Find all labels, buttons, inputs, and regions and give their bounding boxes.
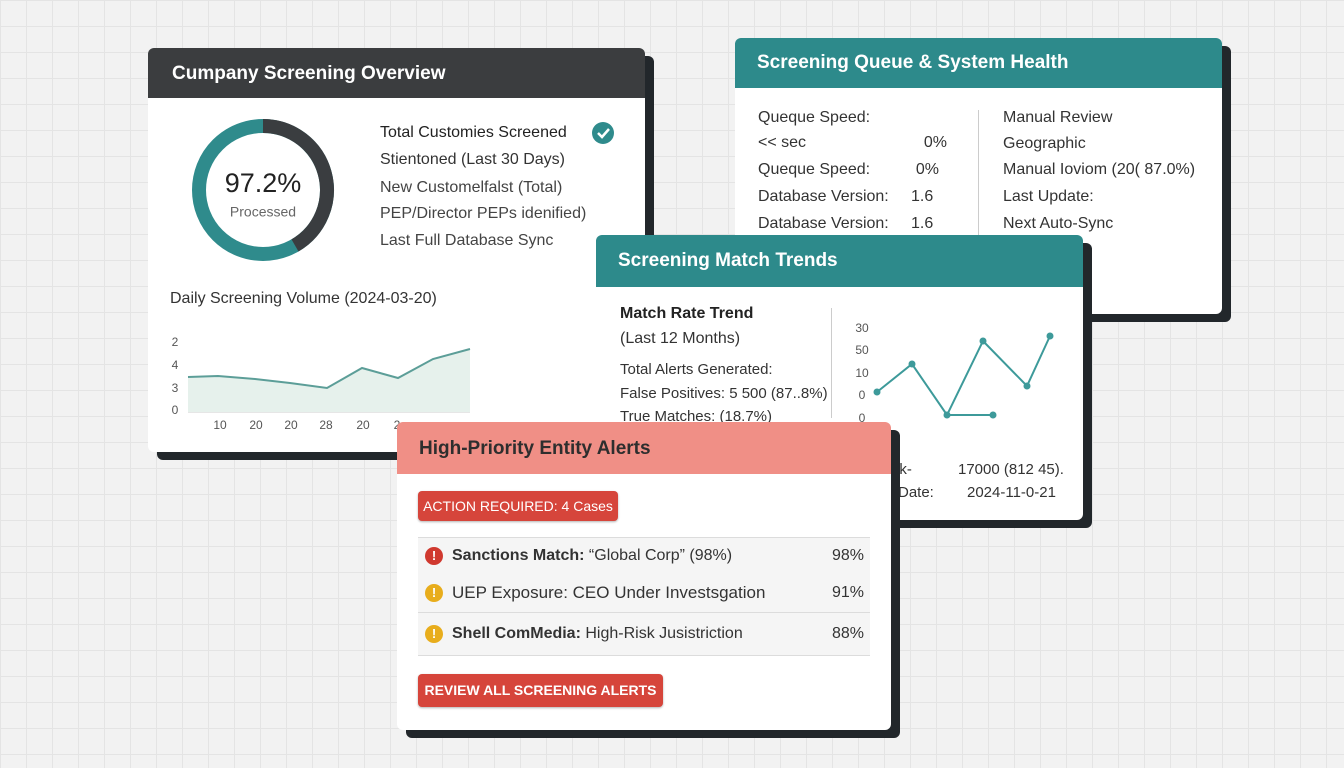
row-value: 17000 (812 45).	[958, 461, 1064, 478]
card-title: Screening Match Trends	[596, 235, 1083, 287]
line	[187, 348, 471, 390]
row-label: Next Auto-Sync	[1003, 215, 1114, 232]
row-label: << sec	[758, 134, 807, 151]
y-label: 30	[855, 321, 869, 335]
card-title: Screening Queue & System Health	[735, 38, 1222, 88]
chart-title: Daily Screening Volume (2024-03-20)	[170, 290, 437, 307]
alert-lead: Shell ComMedia:	[452, 625, 581, 642]
row-label: Manual Review	[1003, 109, 1113, 126]
stat: Last Full Database Sync	[380, 232, 554, 249]
stat: Total Alerts Generated:	[620, 361, 773, 378]
x-label: 20	[356, 418, 370, 432]
donut-value: 97.2%	[225, 168, 302, 198]
review-button[interactable]: REVIEW ALL SCREENING ALERTS	[418, 674, 663, 707]
alert-icon: !	[425, 625, 443, 643]
alert-text: Shell ComMedia: High-Risk Jusistriction	[452, 624, 743, 644]
alert-score: 88%	[831, 625, 864, 642]
alert-text: UEP Exposure: CEO Under Investsgation	[452, 583, 766, 602]
points	[873, 332, 1054, 419]
donut-arc	[262, 119, 334, 252]
alert-lead: Sanctions Match:	[452, 547, 585, 564]
stat: False Positives: 5 500 (87..8%)	[620, 385, 828, 402]
alert-icon: !	[425, 547, 443, 565]
line	[876, 335, 1051, 417]
action-badge: ACTION REQUIRED: 4 Cases	[418, 491, 618, 521]
y-label: 50	[855, 343, 869, 357]
donut-caption: Processed	[230, 204, 296, 220]
row-label: Geographic	[1003, 135, 1086, 152]
row-label: Queque Speed:	[758, 109, 871, 126]
x-label: 20	[284, 418, 298, 432]
y-label: 10	[855, 366, 869, 380]
divider	[831, 308, 832, 418]
alert-row[interactable]: ! Sanctions Match: “Global Corp” (98%) 9…	[418, 537, 870, 576]
overview-card: Cumpany Screening Overview 97.2% Process…	[148, 48, 645, 452]
x-label: 10	[213, 418, 227, 432]
alert-score: 98%	[831, 547, 864, 564]
alerts-card: High-Priority Entity Alerts ACTION REQUI…	[397, 422, 891, 730]
stat: Stientoned (Last 30 Days)	[380, 151, 565, 168]
period: (Last 12 Months)	[620, 330, 741, 347]
row-value: 1.6	[911, 188, 934, 205]
alert-score: 91%	[831, 584, 864, 601]
stat: Total Customies Screened	[380, 124, 567, 141]
alert-text: Sanctions Match: “Global Corp” (98%)	[452, 546, 732, 566]
trend-chart: 30 50 10 0 0	[855, 321, 1054, 425]
alert-row[interactable]: ! Shell ComMedia: High-Risk Jusistrictio…	[418, 613, 870, 656]
row-value: 0%	[915, 161, 939, 178]
row-value: 0%	[923, 134, 947, 151]
y-label: 0	[859, 411, 866, 425]
row-label: Last Update:	[1003, 188, 1094, 205]
check-icon	[592, 122, 614, 144]
stat: PEP/Director PEPs idenified)	[380, 205, 587, 222]
y-label: 4	[172, 358, 179, 372]
row-label: Database Version:	[758, 188, 889, 205]
row-value: 2024-11-0-21	[967, 484, 1056, 501]
alert-detail: “Global Corp” (98%)	[584, 547, 733, 564]
alert-detail: High-Risk Jusistriction	[580, 625, 743, 642]
volume-chart: 2 4 3 0 10 20 20 28 20 2	[172, 335, 471, 432]
x-label: 20	[249, 418, 263, 432]
row-label: lk-	[896, 461, 912, 478]
x-label: 28	[319, 418, 333, 432]
subtitle: Match Rate Trend	[620, 305, 754, 322]
area	[188, 349, 470, 412]
donut: 97.2% Processed	[192, 119, 334, 261]
row-label: Date:	[898, 484, 934, 501]
card-title: Cumpany Screening Overview	[148, 48, 645, 98]
alert-row[interactable]: ! UEP Exposure: CEO Under Investsgation …	[418, 575, 870, 613]
y-label: 2	[172, 335, 179, 349]
row-label: Manual Ioviom (20( 87.0%)	[1003, 161, 1196, 178]
alert-icon: !	[425, 584, 443, 602]
row-label: Queque Speed:	[758, 161, 871, 178]
divider	[978, 110, 979, 235]
stat: True Matches: (18.7%)	[620, 408, 772, 425]
card-title: High-Priority Entity Alerts	[397, 422, 891, 474]
y-label: 0	[859, 388, 866, 402]
row-value: 1.6	[911, 215, 934, 232]
y-label: 0	[172, 403, 179, 417]
y-label: 3	[172, 381, 179, 395]
row-label: Database Version:	[758, 215, 889, 232]
stat: New Customelfalst (Total)	[380, 179, 563, 196]
